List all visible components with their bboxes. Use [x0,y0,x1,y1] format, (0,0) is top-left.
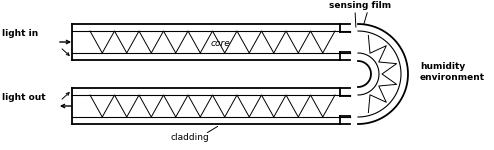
Text: light out: light out [2,93,45,102]
Text: cladding: cladding [170,132,209,141]
Text: humidity
environment: humidity environment [420,62,485,82]
Text: light in: light in [2,30,38,39]
Text: sensing film: sensing film [329,2,391,10]
Text: core: core [210,39,230,48]
